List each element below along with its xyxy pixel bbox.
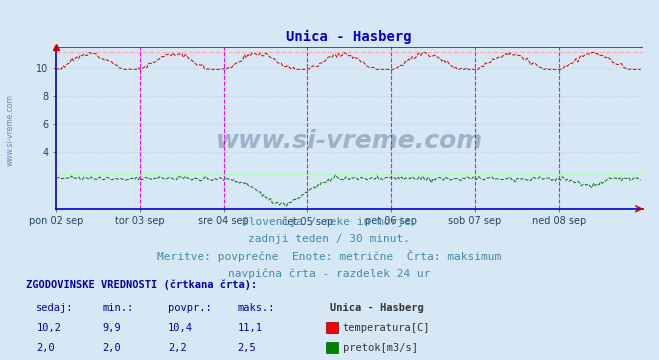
- Text: www.si-vreme.com: www.si-vreme.com: [5, 94, 14, 166]
- Text: Slovenija / reke in morje.: Slovenija / reke in morje.: [242, 217, 417, 227]
- Text: povpr.:: povpr.:: [168, 303, 212, 314]
- Text: ZGODOVINSKE VREDNOSTI (črtkana črta):: ZGODOVINSKE VREDNOSTI (črtkana črta):: [26, 279, 258, 290]
- Text: navpična črta - razdelek 24 ur: navpična črta - razdelek 24 ur: [228, 268, 431, 279]
- Text: 2,0: 2,0: [36, 343, 55, 353]
- Text: 11,1: 11,1: [237, 323, 262, 333]
- Text: 9,9: 9,9: [102, 323, 121, 333]
- Text: Unica - Hasberg: Unica - Hasberg: [330, 303, 423, 314]
- Text: www.si-vreme.com: www.si-vreme.com: [215, 129, 483, 153]
- Text: 2,2: 2,2: [168, 343, 186, 353]
- Title: Unica - Hasberg: Unica - Hasberg: [287, 30, 412, 44]
- Text: 10,2: 10,2: [36, 323, 61, 333]
- Text: sedaj:: sedaj:: [36, 303, 74, 314]
- Text: min.:: min.:: [102, 303, 133, 314]
- Text: 10,4: 10,4: [168, 323, 193, 333]
- Text: pretok[m3/s]: pretok[m3/s]: [343, 343, 418, 353]
- Text: 2,5: 2,5: [237, 343, 256, 353]
- Text: zadnji teden / 30 minut.: zadnji teden / 30 minut.: [248, 234, 411, 244]
- Text: Meritve: povprečne  Enote: metrične  Črta: maksimum: Meritve: povprečne Enote: metrične Črta:…: [158, 249, 501, 262]
- Text: maks.:: maks.:: [237, 303, 275, 314]
- Text: temperatura[C]: temperatura[C]: [343, 323, 430, 333]
- Text: 2,0: 2,0: [102, 343, 121, 353]
